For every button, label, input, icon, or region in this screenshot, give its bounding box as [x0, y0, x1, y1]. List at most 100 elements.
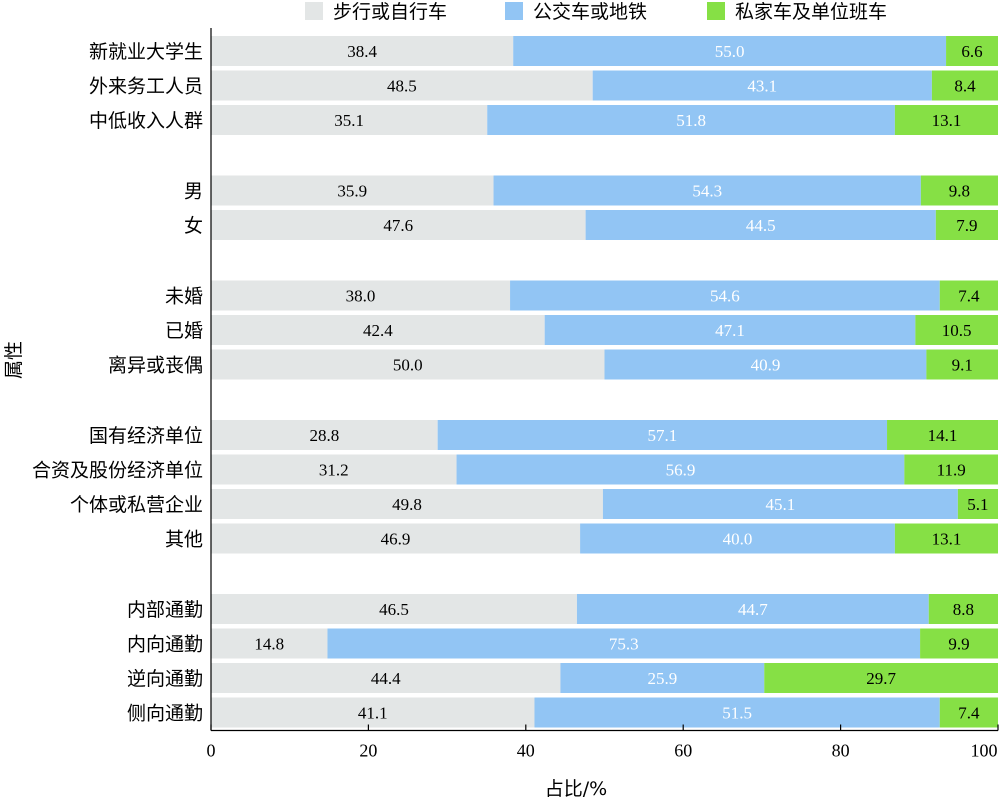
bar-segment: [211, 70, 593, 101]
data-label: 9.8: [949, 182, 970, 201]
bar-segment: [211, 210, 586, 240]
bar-segment: [957, 489, 998, 519]
category-label: 个体或私营企业: [70, 494, 203, 516]
category-label: 已婚: [165, 320, 203, 342]
bar-segment: [585, 210, 936, 240]
bar-segment: [211, 454, 457, 485]
bar-segment: [211, 280, 511, 311]
category-label: 新就业大学生: [89, 41, 203, 63]
data-label: 47.1: [715, 321, 745, 340]
data-label: 35.9: [337, 182, 367, 201]
legend-label: 私家车及单位班车: [735, 1, 887, 23]
data-label: 7.4: [958, 287, 980, 306]
legend-label: 公交车或地铁: [533, 1, 647, 23]
bar-segment: [939, 697, 998, 728]
data-label: 48.5: [387, 77, 417, 96]
category-label: 离异或丧偶: [108, 355, 203, 377]
bar-segment: [894, 523, 998, 554]
bar-segment: [904, 454, 998, 485]
bar-segment: [211, 349, 605, 380]
data-label: 7.4: [958, 704, 980, 723]
data-label: 38.0: [346, 287, 376, 306]
x-tick-label: 60: [674, 741, 692, 761]
bar-segment: [211, 175, 494, 206]
bar-segment: [915, 315, 998, 345]
data-label: 43.1: [747, 77, 777, 96]
bar-segment: [764, 663, 998, 693]
data-label: 54.3: [692, 182, 722, 201]
data-label: 38.4: [347, 42, 377, 61]
bar-segment: [211, 36, 514, 66]
category-label: 内向通勤: [127, 634, 203, 656]
data-label: 54.6: [710, 287, 740, 306]
data-label: 13.1: [932, 530, 962, 549]
category-label: 国有经济单位: [89, 425, 203, 447]
data-label: 56.9: [666, 461, 696, 480]
bar-segment: [580, 523, 895, 554]
bar-segment: [894, 105, 998, 135]
data-label: 51.5: [722, 704, 752, 723]
bar-segment: [544, 315, 916, 345]
legend-swatch: [305, 2, 323, 20]
bar-segment: [211, 489, 603, 519]
bar-segment: [920, 175, 998, 206]
data-label: 6.6: [961, 42, 982, 61]
data-label: 51.8: [676, 111, 706, 130]
data-label: 75.3: [609, 635, 639, 654]
x-tick-label: 80: [832, 741, 850, 761]
data-label: 50.0: [393, 356, 423, 375]
y-axis-title: 属性: [3, 341, 25, 379]
x-tick-label: 40: [517, 741, 535, 761]
data-label: 55.0: [715, 42, 745, 61]
bar-segment: [510, 280, 940, 311]
data-label: 35.1: [334, 111, 364, 130]
x-tick-label: 0: [207, 741, 216, 761]
bar-segment: [946, 36, 998, 66]
data-label: 46.5: [379, 600, 409, 619]
bar-segment: [560, 663, 765, 693]
data-label: 9.1: [952, 356, 973, 375]
data-label: 40.9: [751, 356, 781, 375]
bar-segment: [887, 420, 998, 450]
bar-segment: [211, 420, 438, 450]
data-label: 44.5: [746, 216, 776, 235]
category-label: 其他: [165, 529, 203, 551]
x-tick-label: 100: [971, 741, 998, 761]
bar-segment: [211, 663, 561, 693]
legend-swatch: [707, 2, 725, 20]
bar-segment: [487, 105, 895, 135]
category-label: 女: [184, 215, 203, 237]
bar-segment: [604, 349, 927, 380]
bar-segment: [928, 594, 998, 624]
category-label: 逆向通勤: [127, 668, 203, 690]
bar-segment: [592, 70, 932, 101]
data-label: 31.2: [319, 461, 349, 480]
data-label: 41.1: [358, 704, 388, 723]
bar-segment: [211, 697, 535, 728]
data-label: 25.9: [647, 669, 677, 688]
bar-segment: [493, 175, 921, 206]
bar-segment: [437, 420, 888, 450]
data-label: 10.5: [942, 321, 972, 340]
legend-swatch: [505, 2, 523, 20]
bar-segment: [211, 628, 328, 659]
bar-segment: [602, 489, 958, 519]
data-label: 49.8: [392, 495, 422, 514]
data-label: 9.9: [948, 635, 969, 654]
data-label: 8.4: [954, 77, 976, 96]
bar-segment: [211, 105, 488, 135]
bar-segment: [935, 210, 998, 240]
data-label: 14.1: [928, 426, 958, 445]
legend: 步行或自行车 公交车或地铁 私家车及单位班车: [305, 1, 887, 23]
x-axis-title: 占比/%: [545, 778, 607, 800]
category-label: 合资及股份经济单位: [32, 460, 203, 482]
bar-segment: [211, 594, 577, 624]
category-label: 男: [184, 181, 203, 203]
data-label: 47.6: [383, 216, 413, 235]
bar-segment: [931, 70, 998, 101]
bar-segment: [211, 315, 545, 345]
bar-segment: [926, 349, 998, 380]
data-label: 46.9: [381, 530, 411, 549]
bar-segment: [920, 628, 998, 659]
